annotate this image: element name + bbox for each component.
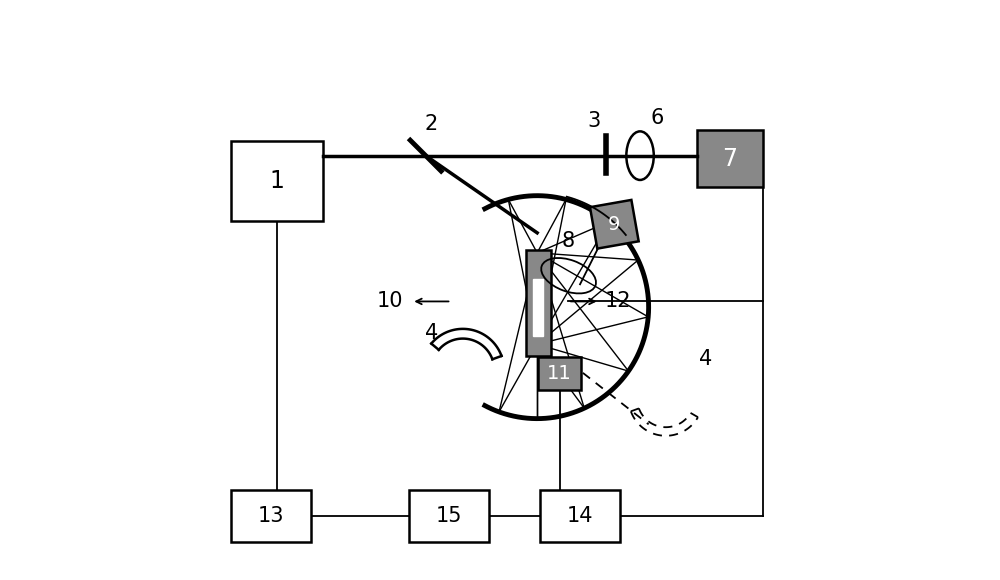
Text: 5: 5 bbox=[613, 218, 626, 237]
Text: 15: 15 bbox=[435, 506, 462, 526]
Text: 12: 12 bbox=[605, 291, 632, 311]
Text: 4: 4 bbox=[425, 323, 438, 343]
Bar bbox=[540, 490, 620, 542]
Text: 10: 10 bbox=[376, 291, 403, 311]
Text: 8: 8 bbox=[562, 231, 575, 251]
Text: 11: 11 bbox=[547, 364, 572, 383]
Bar bbox=[697, 130, 763, 187]
Text: 7: 7 bbox=[723, 147, 738, 171]
Text: 3: 3 bbox=[588, 111, 601, 131]
Text: 4: 4 bbox=[699, 349, 712, 369]
Text: 9: 9 bbox=[608, 215, 621, 234]
Bar bbox=[526, 250, 551, 356]
Text: 6: 6 bbox=[651, 108, 664, 129]
Bar bbox=[409, 490, 489, 542]
Text: 13: 13 bbox=[258, 506, 285, 526]
Bar bbox=[538, 357, 581, 390]
Text: 1: 1 bbox=[270, 169, 284, 193]
Bar bbox=[231, 490, 311, 542]
Bar bbox=[533, 278, 543, 336]
Text: 14: 14 bbox=[567, 506, 593, 526]
Polygon shape bbox=[590, 200, 639, 249]
Text: 2: 2 bbox=[425, 114, 438, 134]
Bar bbox=[231, 142, 323, 222]
